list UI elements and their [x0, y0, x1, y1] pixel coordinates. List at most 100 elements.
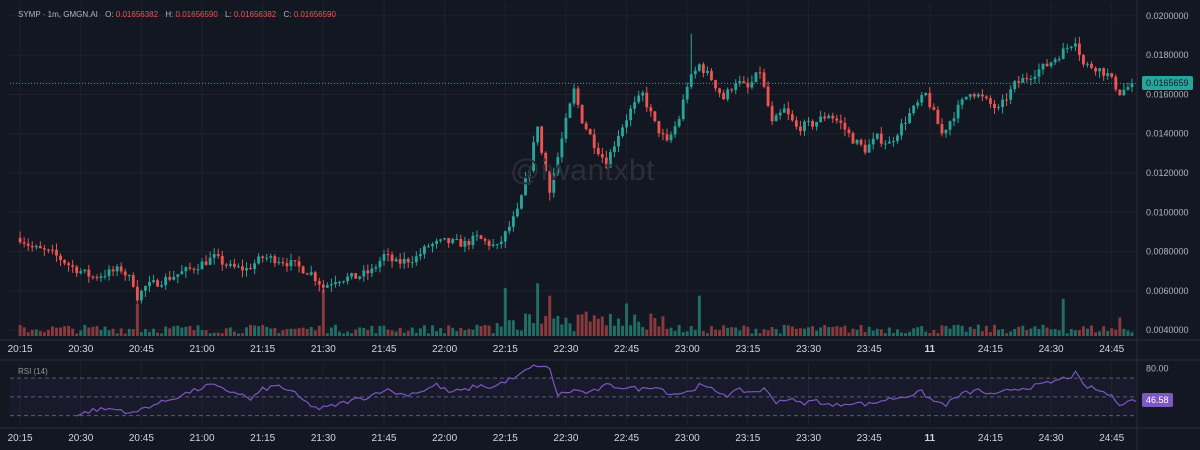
volume-bar — [180, 327, 184, 336]
candle-body — [1065, 47, 1069, 49]
candle-body — [629, 108, 633, 121]
candle-body — [463, 240, 467, 247]
volume-bar — [572, 331, 576, 336]
volume-bar — [1049, 329, 1053, 336]
candle-body — [592, 134, 596, 148]
candle-body — [673, 126, 677, 135]
volume-bar — [988, 332, 992, 336]
open-value: 0.01656382 — [115, 10, 159, 19]
candle-body — [572, 88, 576, 104]
candle-body — [936, 109, 940, 125]
candle-body — [799, 126, 802, 132]
volume-bar — [568, 323, 572, 336]
candle-body — [75, 266, 79, 274]
volume-bar — [269, 328, 273, 336]
price-tick-label: 0.0040000 — [1146, 325, 1189, 335]
time-tick-label: 22:30 — [553, 344, 578, 355]
candle-body — [228, 263, 232, 266]
volume-bar — [301, 327, 305, 336]
candle-body — [778, 112, 782, 116]
candle-body — [1114, 76, 1118, 90]
candle-body — [342, 281, 345, 283]
volume-bar — [1130, 332, 1134, 336]
candle-body — [216, 254, 220, 256]
candle-body — [139, 290, 143, 301]
candle-body — [253, 263, 257, 269]
candle-body — [317, 281, 321, 285]
volume-bar — [176, 325, 180, 336]
rsi-indicator-label[interactable]: RSI (14) — [18, 367, 48, 376]
candle-body — [944, 129, 948, 134]
symbol-label: SYMP — [18, 10, 41, 19]
candle-body — [42, 248, 46, 250]
volume-bar — [519, 330, 523, 336]
volume-bar — [807, 327, 810, 336]
candle-body — [59, 255, 62, 261]
candle-body — [811, 121, 814, 127]
volume-bar — [560, 324, 564, 336]
volume-bar — [329, 327, 333, 336]
candle-body — [984, 96, 988, 99]
volume-bar — [495, 323, 499, 336]
volume-bar — [669, 327, 673, 336]
volume-bar — [338, 331, 341, 336]
candle-body — [815, 122, 819, 127]
volume-bar — [160, 333, 164, 336]
volume-bar — [697, 295, 701, 336]
volume-bar — [604, 325, 608, 336]
volume-bar — [883, 333, 887, 336]
candle-body — [645, 92, 649, 108]
volume-bar — [103, 326, 107, 336]
candle-body — [1061, 48, 1065, 59]
volume-bar — [1061, 298, 1065, 336]
volume-bar — [774, 329, 778, 336]
volume-bar — [406, 330, 410, 336]
volume-bar — [281, 330, 285, 336]
candle-body — [1013, 81, 1017, 90]
volume-bar — [653, 318, 657, 336]
volume-bar — [964, 331, 968, 336]
volume-bar — [309, 326, 313, 336]
volume-bar — [447, 325, 451, 336]
volume-bar — [701, 331, 705, 336]
volume-bar — [758, 333, 762, 336]
candle-body — [192, 268, 196, 270]
volume-bar — [321, 289, 325, 336]
candle-body — [904, 123, 907, 125]
volume-bar — [139, 332, 143, 336]
volume-bar — [293, 328, 297, 336]
candle-body — [309, 272, 313, 275]
candle-body — [38, 246, 42, 249]
volume-bar — [1118, 317, 1122, 336]
candle-body — [338, 282, 341, 284]
candle-body — [956, 104, 960, 119]
candle-body — [180, 271, 184, 275]
candle-body — [172, 276, 176, 280]
candle-body — [297, 261, 301, 267]
rsi-time-tick-label: 22:00 — [432, 433, 457, 444]
volume-bar — [843, 325, 847, 336]
volume-bar — [265, 326, 269, 336]
candle-body — [734, 83, 738, 90]
candle-body — [293, 260, 297, 262]
high-key: H: — [165, 10, 174, 19]
volume-bar — [637, 321, 641, 336]
candle-body — [34, 246, 38, 248]
volume-bar — [55, 327, 58, 336]
volume-bar — [600, 316, 604, 336]
candle-body — [867, 144, 871, 153]
candle-body — [568, 103, 572, 118]
candle-body — [718, 88, 721, 93]
volume-bar — [342, 333, 346, 336]
candle-body — [997, 107, 1000, 109]
candle-body — [677, 119, 681, 127]
candle-body — [479, 235, 483, 239]
volume-bar — [26, 332, 30, 336]
rsi-tick-label: 80.00 — [1146, 364, 1169, 374]
candle-body — [916, 102, 920, 106]
volume-bar — [305, 328, 309, 336]
candle-body — [370, 268, 374, 274]
volume-bar — [148, 331, 151, 336]
